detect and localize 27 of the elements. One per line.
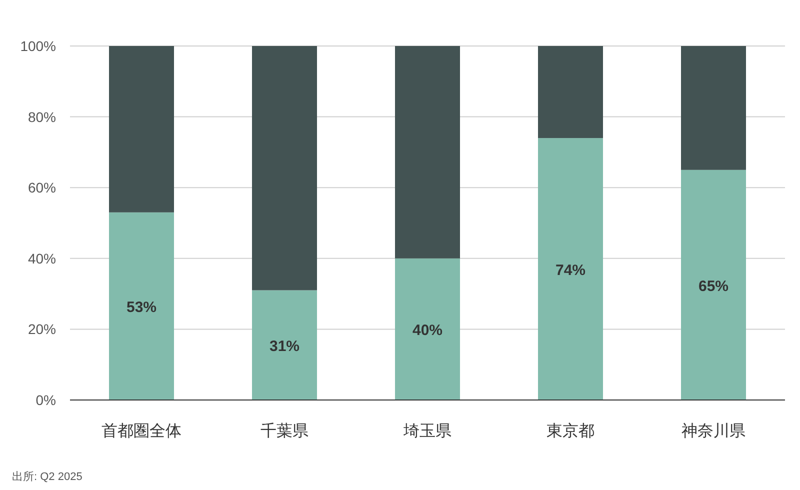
x-tick-label: 千葉県 [260,422,308,440]
x-tick-label: 埼玉県 [402,423,452,440]
y-tick-label: 0% [36,392,56,408]
bar [681,170,746,400]
bar [538,46,603,138]
bar [252,290,317,400]
y-tick-label: 80% [28,108,56,125]
data-label: 31% [269,338,300,356]
data-label: 53% [126,299,157,316]
y-tick-label: 40% [28,250,56,266]
x-tick-label: 首都圏全体 [102,422,182,440]
x-tick-label: 東京都 [546,422,594,440]
x-tick-label: 神奈川県 [682,422,746,440]
bar [109,46,174,212]
bar [395,258,460,400]
bar [681,46,746,170]
bar [109,212,174,400]
bar [252,46,317,290]
data-label: 74% [555,262,586,280]
y-tick-label: 20% [28,321,56,338]
data-label: 65% [698,278,729,295]
text: 出所: Q2 2025 [12,470,82,483]
data-label: 40% [412,322,443,340]
y-tick-label: 60% [28,180,56,196]
y-tick-label: 100% [20,38,56,54]
bar [538,138,603,400]
bar [395,46,460,258]
